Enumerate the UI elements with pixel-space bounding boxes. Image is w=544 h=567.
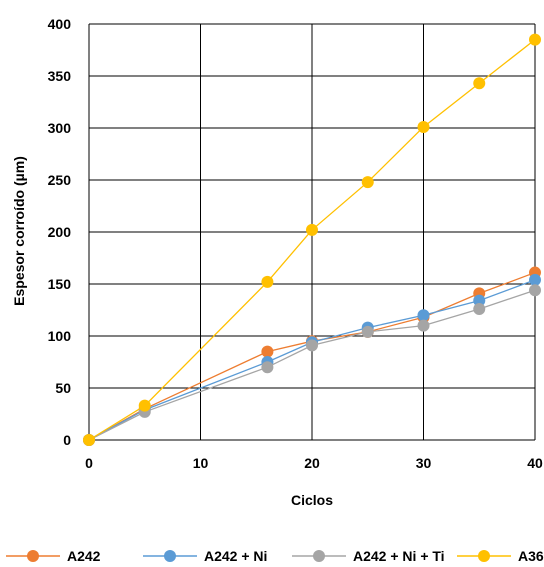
- legend-label: A242: [67, 548, 101, 564]
- data-point: [261, 345, 274, 358]
- x-tick-label: 10: [193, 455, 209, 471]
- legend-label: A36: [518, 548, 544, 564]
- data-point: [306, 223, 318, 236]
- y-tick-label: 300: [48, 120, 72, 136]
- data-point: [417, 309, 430, 322]
- data-point: [529, 273, 541, 286]
- y-tick-label: 250: [48, 172, 72, 188]
- series-line: [88, 271, 536, 441]
- legend-item: A242 + Ni: [143, 548, 267, 564]
- data-point: [261, 361, 274, 374]
- legend-item: A242: [6, 548, 101, 564]
- series-line: [88, 279, 536, 441]
- y-tick-label: 200: [48, 224, 72, 240]
- legend: A242 A242 + Ni A242 + Ni + Ti A36: [6, 548, 544, 564]
- data-point: [529, 284, 541, 297]
- data-point: [473, 294, 486, 307]
- data-point: [473, 302, 486, 315]
- x-tick-label: 0: [85, 455, 93, 471]
- x-axis-title: Ciclos: [291, 492, 333, 508]
- series-layer: [83, 33, 541, 446]
- y-tick-label: 0: [63, 432, 71, 448]
- data-point: [138, 399, 151, 412]
- data-point: [361, 325, 374, 338]
- series-line: [88, 39, 536, 441]
- data-point: [473, 77, 486, 90]
- data-point: [417, 319, 430, 332]
- data-point: [529, 33, 541, 46]
- legend-marker: [27, 550, 39, 562]
- data-point: [417, 120, 430, 133]
- legend-item: A36: [457, 548, 544, 564]
- series-line: [88, 289, 536, 441]
- y-axis-title: Espesor corroído (µm): [11, 156, 27, 306]
- x-tick-labels: 0 10 20 30 40: [85, 455, 543, 471]
- series-a36: [83, 33, 541, 446]
- y-tick-label: 50: [55, 380, 71, 396]
- data-point: [83, 434, 95, 446]
- x-tick-label: 40: [527, 455, 543, 471]
- legend-marker: [313, 550, 325, 562]
- legend-item: A242 + Ni + Ti: [292, 548, 445, 564]
- legend-label: A242 + Ni + Ti: [353, 548, 445, 564]
- legend-marker: [164, 550, 176, 562]
- data-point: [261, 275, 274, 288]
- y-tick-label: 100: [48, 328, 72, 344]
- legend-marker: [478, 550, 490, 562]
- x-tick-label: 30: [416, 455, 432, 471]
- x-tick-label: 20: [304, 455, 320, 471]
- data-point: [361, 176, 374, 189]
- y-tick-label: 400: [48, 16, 72, 32]
- y-tick-label: 350: [48, 68, 72, 84]
- y-tick-label: 150: [48, 276, 72, 292]
- data-point: [306, 339, 318, 352]
- y-tick-labels: 0 50 100 150 200 250 300 350 400: [48, 16, 72, 448]
- legend-label: A242 + Ni: [204, 548, 267, 564]
